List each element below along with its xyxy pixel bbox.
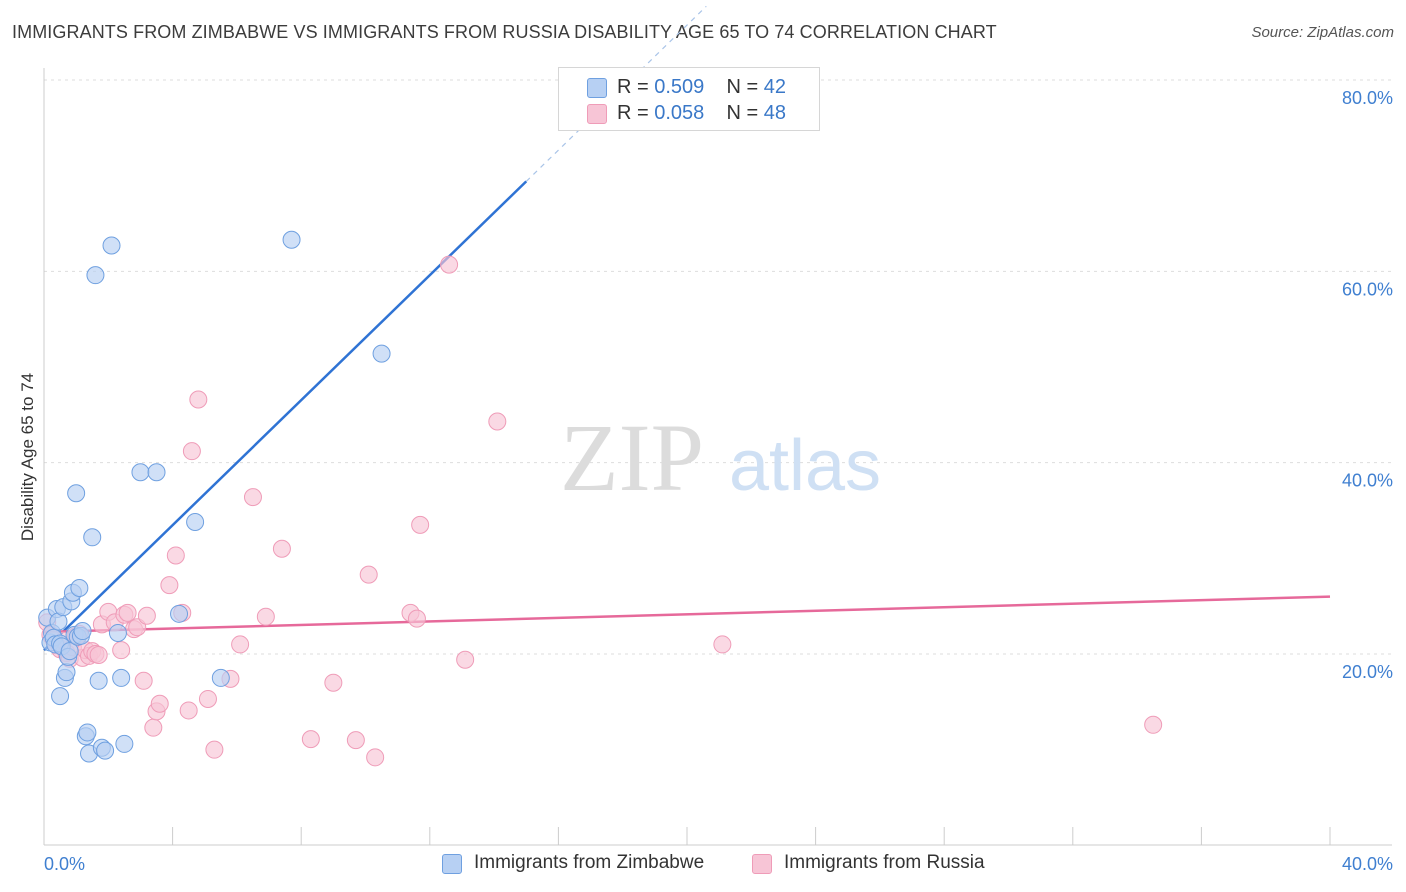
russia-point-16 — [89, 645, 108, 664]
y-tick-label-2: 60.0% — [1342, 279, 1393, 299]
y-tick-label-3: 80.0% — [1342, 88, 1393, 108]
zimbabwe-point-41 — [372, 344, 391, 363]
russia-point-46 — [359, 565, 378, 584]
russia-point-35 — [189, 390, 208, 409]
x-tick-label-1: 40.0% — [1342, 854, 1393, 874]
russia-legend-swatch — [752, 854, 772, 874]
r-value-russia: 0.058 — [654, 102, 705, 124]
russia-point-26 — [137, 606, 156, 625]
zimbabwe-point-22 — [73, 622, 92, 641]
tick-labels: 20.0% 40.0% 60.0% 80.0% 0.0% 40.0% — [44, 88, 1393, 874]
russia-legend-label: Immigrants from Russia — [784, 852, 985, 873]
y-tick-label-1: 40.0% — [1342, 471, 1393, 491]
russia-point-45 — [346, 731, 365, 750]
legend-text-zimbabwe: R = 0.509 N = 42 — [617, 76, 787, 98]
zimbabwe-point-24 — [78, 723, 97, 742]
correlation-legend: R = 0.509 N = 42 R = 0.058 N = 48 — [558, 67, 820, 131]
russia-point-27 — [144, 718, 163, 737]
y-tick-label-0: 20.0% — [1342, 662, 1393, 682]
zimbabwe-point-31 — [102, 236, 121, 255]
x-tick-label-0: 0.0% — [44, 854, 85, 874]
russia-point-52 — [456, 650, 475, 669]
russia-point-20 — [112, 641, 131, 660]
zimbabwe-point-28 — [89, 671, 108, 690]
russia-point-37 — [205, 740, 224, 759]
russia-point-34 — [182, 442, 201, 461]
y-axis-label: Disability Age 65 to 74 — [18, 373, 37, 541]
russia-point-22 — [118, 603, 137, 622]
russia-point-39 — [231, 635, 250, 654]
russia-point-33 — [179, 701, 198, 720]
zimbabwe-legend-swatch — [442, 854, 462, 874]
zimbabwe-swatch — [587, 78, 607, 98]
r-value-zimbabwe: 0.509 — [654, 76, 705, 98]
zimbabwe-point-35 — [131, 463, 150, 482]
russia-swatch — [587, 104, 607, 124]
zimbabwe-point-39 — [211, 668, 230, 687]
russia-point-51 — [440, 255, 459, 274]
zimbabwe-point-14 — [60, 642, 79, 661]
zimbabwe-point-27 — [86, 266, 105, 285]
russia-point-54 — [713, 635, 732, 654]
gridlines — [44, 79, 1392, 655]
chart-title: IMMIGRANTS FROM ZIMBABWE VS IMMIGRANTS F… — [12, 22, 997, 42]
russia-point-41 — [256, 607, 275, 626]
data-points — [38, 230, 1163, 767]
zimbabwe-point-30 — [96, 741, 115, 760]
russia-trend-line — [43, 595, 1331, 634]
russia-point-30 — [160, 576, 179, 595]
zimbabwe-point-20 — [70, 578, 89, 597]
legend-text-russia: R = 0.058 N = 48 — [617, 102, 787, 124]
watermark-zip: ZIP — [560, 404, 704, 511]
zimbabwe-point-26 — [83, 528, 102, 547]
russia-point-36 — [198, 689, 217, 708]
russia-point-50 — [411, 515, 430, 534]
zimbabwe-trend-extension — [525, 5, 707, 182]
russia-point-49 — [407, 609, 426, 628]
n-value-zimbabwe: 42 — [763, 76, 787, 98]
axes — [43, 68, 1392, 846]
russia-point-44 — [324, 673, 343, 692]
zimbabwe-point-32 — [108, 623, 127, 642]
zimbabwe-point-40 — [282, 230, 301, 249]
russia-point-47 — [366, 748, 385, 767]
watermark-atlas: atlas — [729, 426, 881, 506]
zimbabwe-point-34 — [115, 734, 134, 753]
russia-point-25 — [134, 671, 153, 690]
source-credit: Source: ZipAtlas.com — [1251, 24, 1394, 41]
n-value-russia: 48 — [763, 102, 787, 124]
russia-point-40 — [243, 488, 262, 507]
zimbabwe-point-12 — [57, 663, 76, 682]
zimbabwe-point-37 — [170, 604, 189, 623]
russia-point-43 — [301, 730, 320, 749]
zimbabwe-point-38 — [186, 512, 205, 531]
zimbabwe-point-36 — [147, 463, 166, 482]
zimbabwe-point-18 — [67, 484, 86, 503]
zimbabwe-legend-label: Immigrants from Zimbabwe — [474, 852, 705, 873]
zimbabwe-point-33 — [112, 668, 131, 687]
russia-point-55 — [1144, 715, 1163, 734]
russia-point-24 — [128, 618, 147, 637]
russia-point-29 — [150, 694, 169, 713]
russia-point-31 — [166, 546, 185, 565]
russia-point-42 — [272, 539, 291, 558]
russia-point-53 — [488, 412, 507, 431]
zimbabwe-point-10 — [51, 687, 70, 706]
